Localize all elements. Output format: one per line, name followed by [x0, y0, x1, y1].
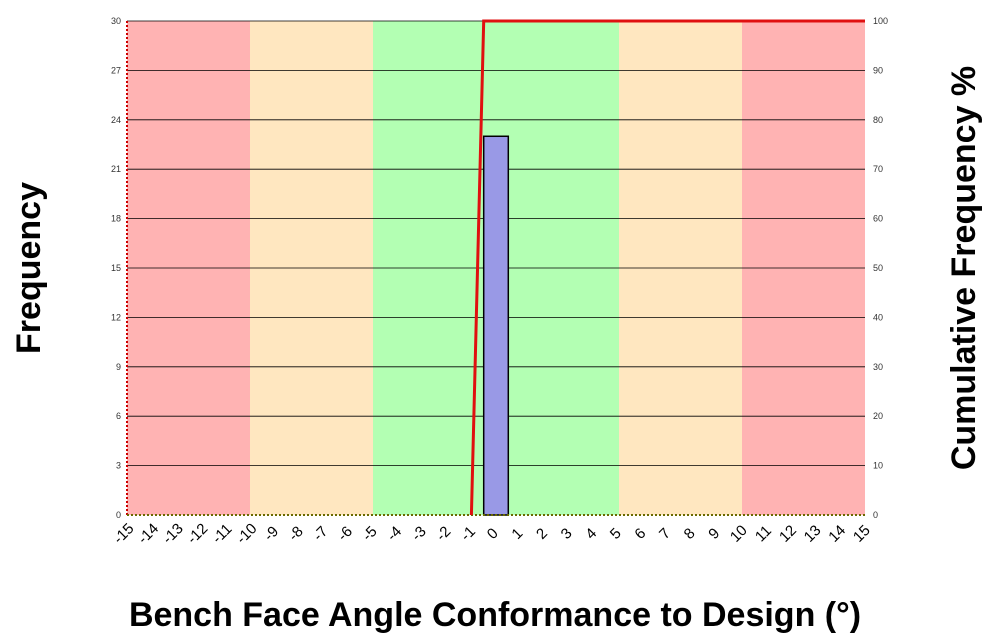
- x-tick-label: -6: [334, 523, 355, 544]
- cumulative-line: [469, 19, 865, 516]
- x-tick-label: 13: [801, 522, 825, 546]
- y2-tick-label: 40: [873, 312, 883, 322]
- x-tick-label: -13: [159, 520, 186, 547]
- x-tick-label: 8: [681, 525, 699, 543]
- y2-tick-label: 100: [873, 16, 888, 26]
- y2-tick-label: 70: [873, 164, 883, 174]
- x-tick-label: -7: [310, 523, 331, 544]
- x-tick-label: 2: [533, 525, 551, 543]
- x-tick-label: -8: [285, 523, 306, 544]
- x-tick-label: 10: [727, 522, 751, 546]
- cumulative-frequency-line: [469, 19, 865, 516]
- axes: [126, 21, 865, 516]
- y2-tick-label: 60: [873, 214, 883, 224]
- x-tick-label: 14: [825, 522, 849, 546]
- bars: [482, 135, 510, 516]
- x-axis-ticks: -15-14-13-12-11-10 -9 -8 -7 -6 -5 -4 -3 -2 -1 0 1 2 3…: [110, 520, 874, 547]
- y2-tick-label: 90: [873, 65, 883, 75]
- x-tick-label: 11: [752, 522, 775, 545]
- x-tick-label: -15: [110, 520, 137, 547]
- x-tick-label: 6: [631, 525, 649, 543]
- x-tick-label: -1: [457, 523, 478, 544]
- x-tick-label: -12: [184, 520, 211, 547]
- x-tick-label: -10: [233, 520, 260, 547]
- y2-tick-label: 50: [873, 263, 883, 273]
- x-tick-label: -9: [261, 523, 282, 544]
- x-tick-label: 5: [607, 525, 625, 543]
- y-tick-label: 6: [116, 411, 121, 421]
- x-tick-label: -14: [135, 520, 162, 547]
- y-tick-label: 30: [111, 16, 121, 26]
- x-axis-title: Bench Face Angle Conformance to Design (…: [129, 596, 861, 634]
- y2-tick-label: 10: [873, 461, 883, 471]
- y2-tick-label: 30: [873, 362, 883, 372]
- y-tick-label: 0: [116, 510, 121, 520]
- x-tick-label: -11: [209, 521, 236, 548]
- x-tick-label: 15: [850, 522, 874, 546]
- x-tick-label: -4: [384, 523, 405, 544]
- y2-tick-label: 80: [873, 115, 883, 125]
- y2-axis-title: Cumulative Frequency %: [945, 66, 983, 470]
- x-tick-label: 3: [558, 525, 576, 543]
- left-axis-ticks: 0 3 6 9 12 15 18 21 24 27 30: [111, 16, 121, 520]
- right-axis-ticks: 0 10 20 30 40 50 60 70 80 90 100: [873, 16, 888, 520]
- x-tick-label: -3: [408, 523, 429, 544]
- y-tick-label: 9: [116, 362, 121, 372]
- x-tick-label: 0: [484, 525, 502, 543]
- x-tick-label: 4: [582, 525, 600, 543]
- y-tick-label: 15: [111, 263, 121, 273]
- y-tick-label: 18: [111, 214, 121, 224]
- histogram-bar: [482, 135, 510, 516]
- y-tick-label: 27: [111, 65, 121, 75]
- x-tick-label: 12: [776, 522, 800, 546]
- y-axis-title: Frequency: [10, 182, 48, 354]
- x-tick-label: -2: [433, 523, 454, 544]
- y-tick-label: 3: [116, 461, 121, 471]
- x-tick-label: 1: [508, 525, 526, 543]
- y-tick-label: 24: [111, 115, 121, 125]
- x-tick-label: -5: [359, 523, 380, 544]
- x-tick-label: 7: [656, 525, 674, 543]
- y-tick-label: 12: [111, 312, 121, 322]
- x-tick-label: 9: [705, 525, 723, 543]
- y2-tick-label: 20: [873, 411, 883, 421]
- y2-tick-label: 0: [873, 510, 878, 520]
- y-tick-label: 21: [111, 164, 121, 174]
